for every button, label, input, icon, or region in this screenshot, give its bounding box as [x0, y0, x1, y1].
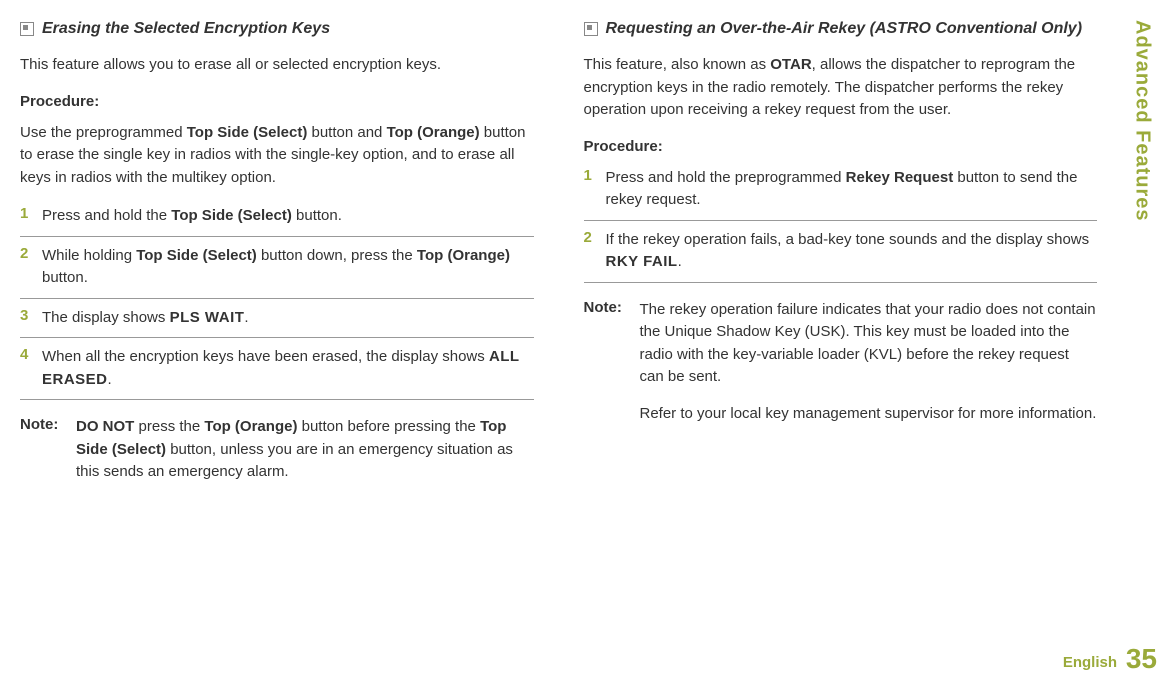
procedure-label: Procedure: [20, 93, 534, 110]
step-1: 1 Press and hold the Top Side (Select) b… [20, 205, 534, 237]
text-fragment: button. [292, 207, 342, 224]
page-number: 35 [1126, 643, 1157, 675]
section-title: Erasing the Selected Encryption Keys [42, 20, 330, 38]
text-fragment: Top Side (Select) [187, 124, 308, 141]
side-tab: Advanced Features [1127, 20, 1157, 400]
intro-text: This feature, also known as OTAR, allows… [584, 54, 1098, 122]
text-fragment: Top (Orange) [204, 418, 297, 435]
note-text: DO NOT press the Top (Orange) button bef… [76, 416, 534, 484]
procedure-intro: Use the preprogrammed Top Side (Select) … [20, 122, 534, 190]
step-text: Press and hold the Top Side (Select) but… [42, 205, 342, 228]
note-paragraph: The rekey operation failure indicates th… [640, 299, 1098, 389]
step-2: 2 While holding Top Side (Select) button… [20, 245, 534, 299]
text-fragment: Top (Orange) [417, 247, 510, 264]
step-text: The display shows PLS WAIT. [42, 307, 249, 330]
left-column: Erasing the Selected Encryption Keys Thi… [20, 20, 544, 675]
text-fragment: While holding [42, 247, 136, 264]
text-fragment: The display shows [42, 309, 170, 326]
step-1: 1 Press and hold the preprogrammed Rekey… [584, 167, 1098, 221]
step-number: 1 [584, 167, 606, 212]
text-fragment: Press and hold the preprogrammed [606, 169, 846, 186]
language-label: English [1063, 654, 1117, 671]
text-fragment: If the rekey operation fails, a bad-key … [606, 231, 1090, 248]
text-fragment: Press and hold the [42, 207, 171, 224]
step-text: When all the encryption keys have been e… [42, 346, 534, 391]
procedure-label: Procedure: [584, 138, 1098, 155]
section-title: Requesting an Over-the-Air Rekey (ASTRO … [606, 20, 1083, 38]
note-block: Note: The rekey operation failure indica… [584, 299, 1098, 426]
text-fragment: button and [307, 124, 386, 141]
display-text: RKY FAIL [606, 253, 678, 270]
display-text: PLS WAIT [170, 309, 245, 326]
side-section-label: Advanced Features [1131, 20, 1154, 222]
text-fragment: Top Side (Select) [136, 247, 257, 264]
step-text: While holding Top Side (Select) button d… [42, 245, 534, 290]
text-fragment: OTAR [770, 56, 811, 73]
step-4: 4 When all the encryption keys have been… [20, 346, 534, 400]
step-number: 3 [20, 307, 42, 330]
text-fragment: This feature, also known as [584, 56, 771, 73]
text-fragment: . [108, 371, 112, 388]
note-text: The rekey operation failure indicates th… [640, 299, 1098, 426]
page-container: Erasing the Selected Encryption Keys Thi… [20, 20, 1107, 675]
step-number: 2 [20, 245, 42, 290]
right-column: Requesting an Over-the-Air Rekey (ASTRO … [584, 20, 1108, 675]
note-label: Note: [584, 299, 640, 426]
text-fragment: Top (Orange) [387, 124, 480, 141]
step-2: 2 If the rekey operation fails, a bad-ke… [584, 229, 1098, 283]
text-fragment: Top Side (Select) [171, 207, 292, 224]
text-fragment: DO NOT [76, 418, 134, 435]
text-fragment: button before pressing the [297, 418, 480, 435]
step-text: If the rekey operation fails, a bad-key … [606, 229, 1098, 274]
text-fragment: . [678, 253, 682, 270]
text-fragment: . [244, 309, 248, 326]
step-number: 1 [20, 205, 42, 228]
text-fragment: Use the preprogrammed [20, 124, 187, 141]
section-header-left: Erasing the Selected Encryption Keys [20, 20, 534, 38]
section-icon [584, 22, 598, 36]
note-block: Note: DO NOT press the Top (Orange) butt… [20, 416, 534, 484]
step-number: 4 [20, 346, 42, 391]
text-fragment: press the [134, 418, 204, 435]
step-text: Press and hold the preprogrammed Rekey R… [606, 167, 1098, 212]
step-3: 3 The display shows PLS WAIT. [20, 307, 534, 339]
section-icon [20, 22, 34, 36]
note-label: Note: [20, 416, 76, 484]
note-paragraph: Refer to your local key management super… [640, 403, 1098, 426]
text-fragment: button down, press the [257, 247, 417, 264]
text-fragment: Rekey Request [846, 169, 954, 186]
step-number: 2 [584, 229, 606, 274]
text-fragment: button. [42, 269, 88, 286]
intro-text: This feature allows you to erase all or … [20, 54, 534, 77]
text-fragment: When all the encryption keys have been e… [42, 348, 489, 365]
section-header-right: Requesting an Over-the-Air Rekey (ASTRO … [584, 20, 1098, 38]
